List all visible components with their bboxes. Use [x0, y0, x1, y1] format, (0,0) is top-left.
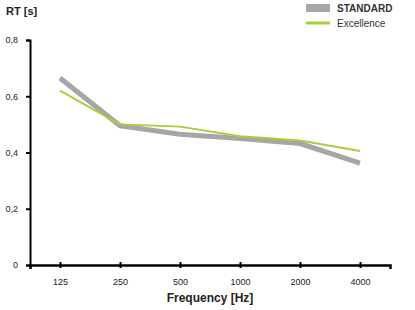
y-axis-title: RT [s] — [6, 5, 38, 17]
y-tick: 0 — [13, 260, 30, 270]
x-tick: 125 — [53, 262, 68, 287]
legend-label: STANDARD — [337, 3, 392, 14]
legend: STANDARD Excellence — [306, 3, 392, 29]
y-tick-mark — [26, 208, 30, 210]
lines — [60, 78, 360, 163]
y-tick-label: 0,6 — [5, 92, 18, 102]
x-tick-label: 125 — [53, 277, 68, 287]
y-tick: 0,8 — [5, 35, 30, 45]
x-tick-mark — [240, 262, 242, 268]
legend-label: Excellence — [337, 18, 386, 29]
y-tick-label: 0 — [13, 260, 18, 270]
y-tick-mark — [26, 96, 30, 98]
y-tick-label: 0,8 — [5, 35, 18, 45]
x-tick-label: 2000 — [290, 277, 310, 287]
plot: 0 0,2 0,4 0,6 0,8 125 250 500 1000 2000 4000 — [5, 35, 390, 287]
y-tick: 0,4 — [5, 148, 30, 158]
x-tick-label: 500 — [173, 277, 188, 287]
x-tick: 4000 — [350, 262, 370, 287]
legend-swatch — [306, 4, 330, 12]
y-tick-label: 0,4 — [5, 148, 18, 158]
x-axis-line — [31, 266, 391, 270]
legend-swatch — [306, 22, 330, 25]
x-tick-mark — [120, 262, 122, 268]
y-tick: 0,6 — [5, 92, 30, 102]
series-line — [60, 78, 360, 163]
x-tick-mark — [360, 262, 362, 268]
y-tick-mark — [26, 40, 30, 42]
x-tick: 2000 — [290, 262, 310, 287]
x-tick-label: 250 — [113, 277, 128, 287]
series-line — [60, 91, 360, 151]
y-axis: 0 0,2 0,4 0,6 0,8 — [5, 35, 30, 270]
y-tick-label: 0,2 — [5, 204, 18, 214]
x-axis-title: Frequency [Hz] — [167, 291, 254, 305]
x-tick-label: 4000 — [350, 277, 370, 287]
x-tick: 1000 — [230, 262, 250, 287]
y-tick-mark — [26, 152, 30, 154]
y-axis-line — [26, 41, 31, 266]
x-tick-label: 1000 — [230, 277, 250, 287]
x-tick: 250 — [113, 262, 128, 287]
y-tick: 0,2 — [5, 204, 30, 214]
x-tick-mark — [60, 262, 62, 268]
x-tick-mark — [180, 262, 182, 268]
x-axis: 125 250 500 1000 2000 4000 — [31, 262, 391, 287]
x-tick: 500 — [173, 262, 188, 287]
x-tick-mark — [300, 262, 302, 268]
chart: 0 0,2 0,4 0,6 0,8 125 250 500 1000 2000 4000 RT [s]… — [0, 0, 415, 310]
